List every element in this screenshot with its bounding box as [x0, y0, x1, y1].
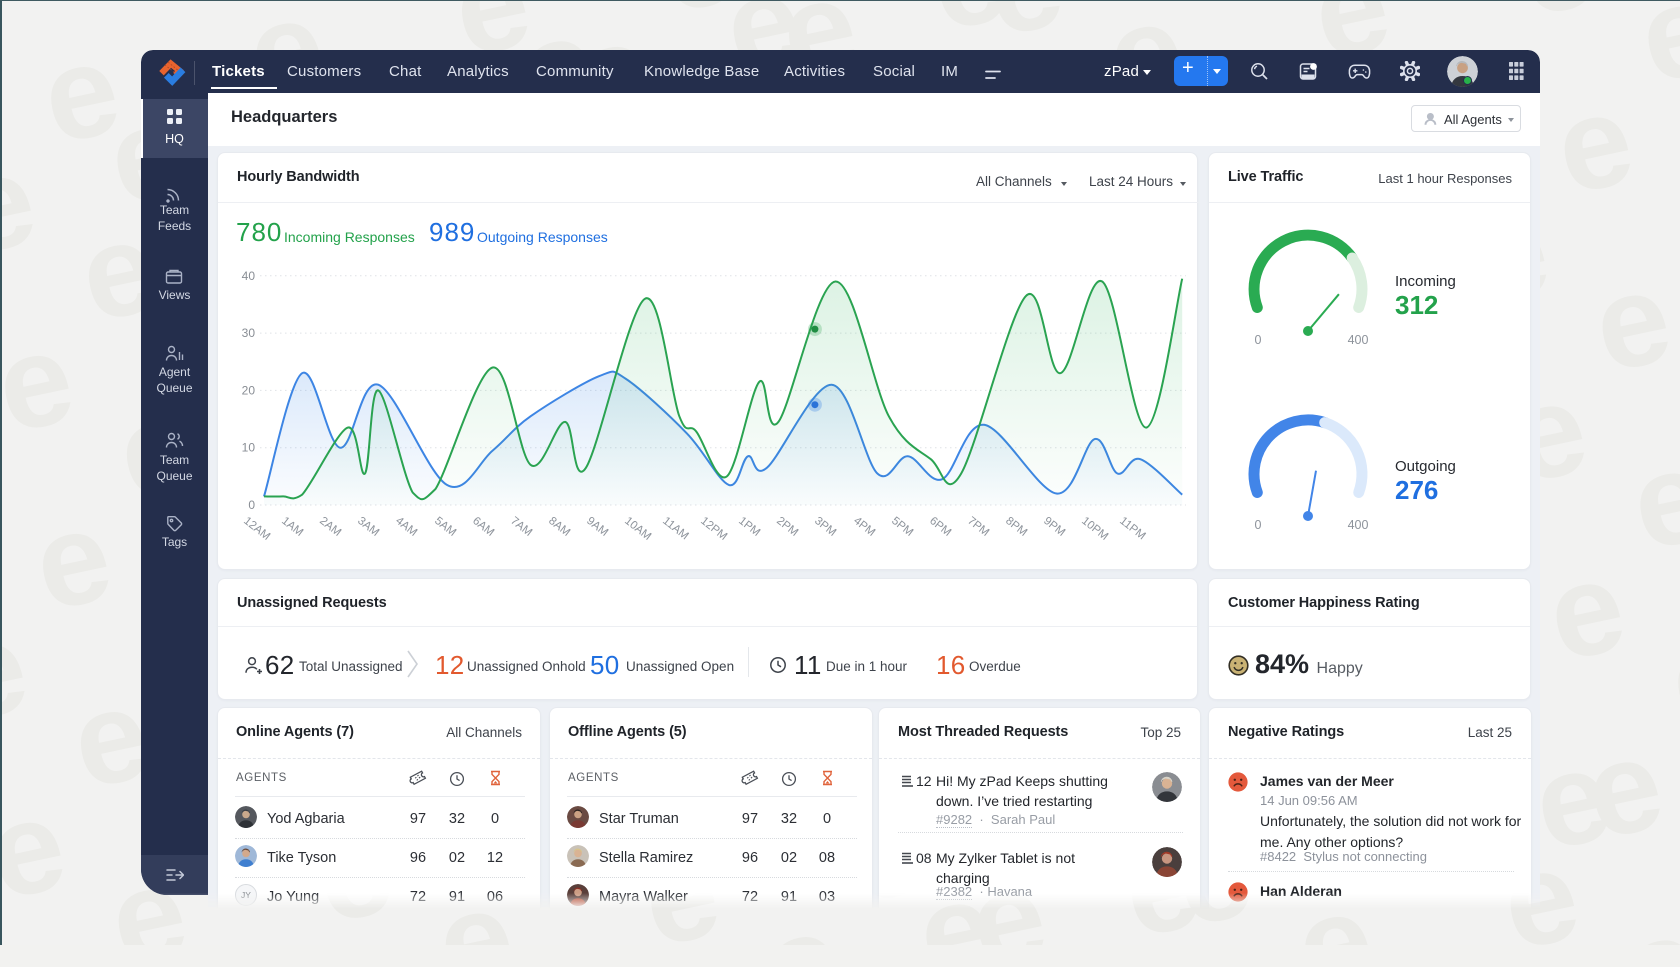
- svg-text:9PM: 9PM: [1041, 515, 1067, 539]
- svg-text:10AM: 10AM: [622, 515, 653, 543]
- svg-text:1PM: 1PM: [736, 515, 762, 539]
- svg-text:12AM: 12AM: [241, 515, 272, 543]
- svg-text:8AM: 8AM: [546, 515, 572, 539]
- svg-text:4PM: 4PM: [851, 515, 877, 539]
- svg-text:2AM: 2AM: [317, 515, 343, 539]
- svg-text:276: 276: [1395, 475, 1438, 505]
- svg-text:12PM: 12PM: [698, 515, 729, 543]
- svg-text:312: 312: [1395, 290, 1438, 320]
- svg-text:10: 10: [242, 441, 256, 455]
- svg-text:1AM: 1AM: [279, 515, 305, 539]
- svg-text:400: 400: [1348, 518, 1369, 532]
- svg-text:3PM: 3PM: [812, 515, 838, 539]
- svg-text:20: 20: [242, 383, 256, 397]
- svg-text:9AM: 9AM: [584, 515, 610, 539]
- svg-text:0: 0: [248, 498, 255, 512]
- svg-text:40: 40: [242, 269, 256, 283]
- svg-text:2PM: 2PM: [774, 515, 800, 539]
- svg-text:11AM: 11AM: [660, 515, 690, 542]
- svg-text:Outgoing: Outgoing: [1395, 458, 1456, 475]
- svg-text:8PM: 8PM: [1003, 515, 1029, 539]
- svg-text:6PM: 6PM: [927, 515, 953, 539]
- svg-text:Incoming: Incoming: [1395, 273, 1456, 290]
- svg-text:30: 30: [242, 326, 256, 340]
- svg-text:5PM: 5PM: [889, 515, 915, 539]
- svg-text:4AM: 4AM: [393, 515, 419, 539]
- svg-text:7PM: 7PM: [965, 515, 991, 539]
- svg-text:3AM: 3AM: [355, 515, 381, 539]
- svg-text:0: 0: [1255, 333, 1262, 347]
- svg-text:400: 400: [1348, 333, 1369, 347]
- svg-text:11PM: 11PM: [1117, 515, 1147, 542]
- svg-text:10PM: 10PM: [1079, 515, 1110, 543]
- svg-text:6AM: 6AM: [470, 515, 496, 539]
- svg-text:5AM: 5AM: [432, 515, 458, 539]
- svg-text:0: 0: [1255, 518, 1262, 532]
- svg-text:7AM: 7AM: [508, 515, 534, 539]
